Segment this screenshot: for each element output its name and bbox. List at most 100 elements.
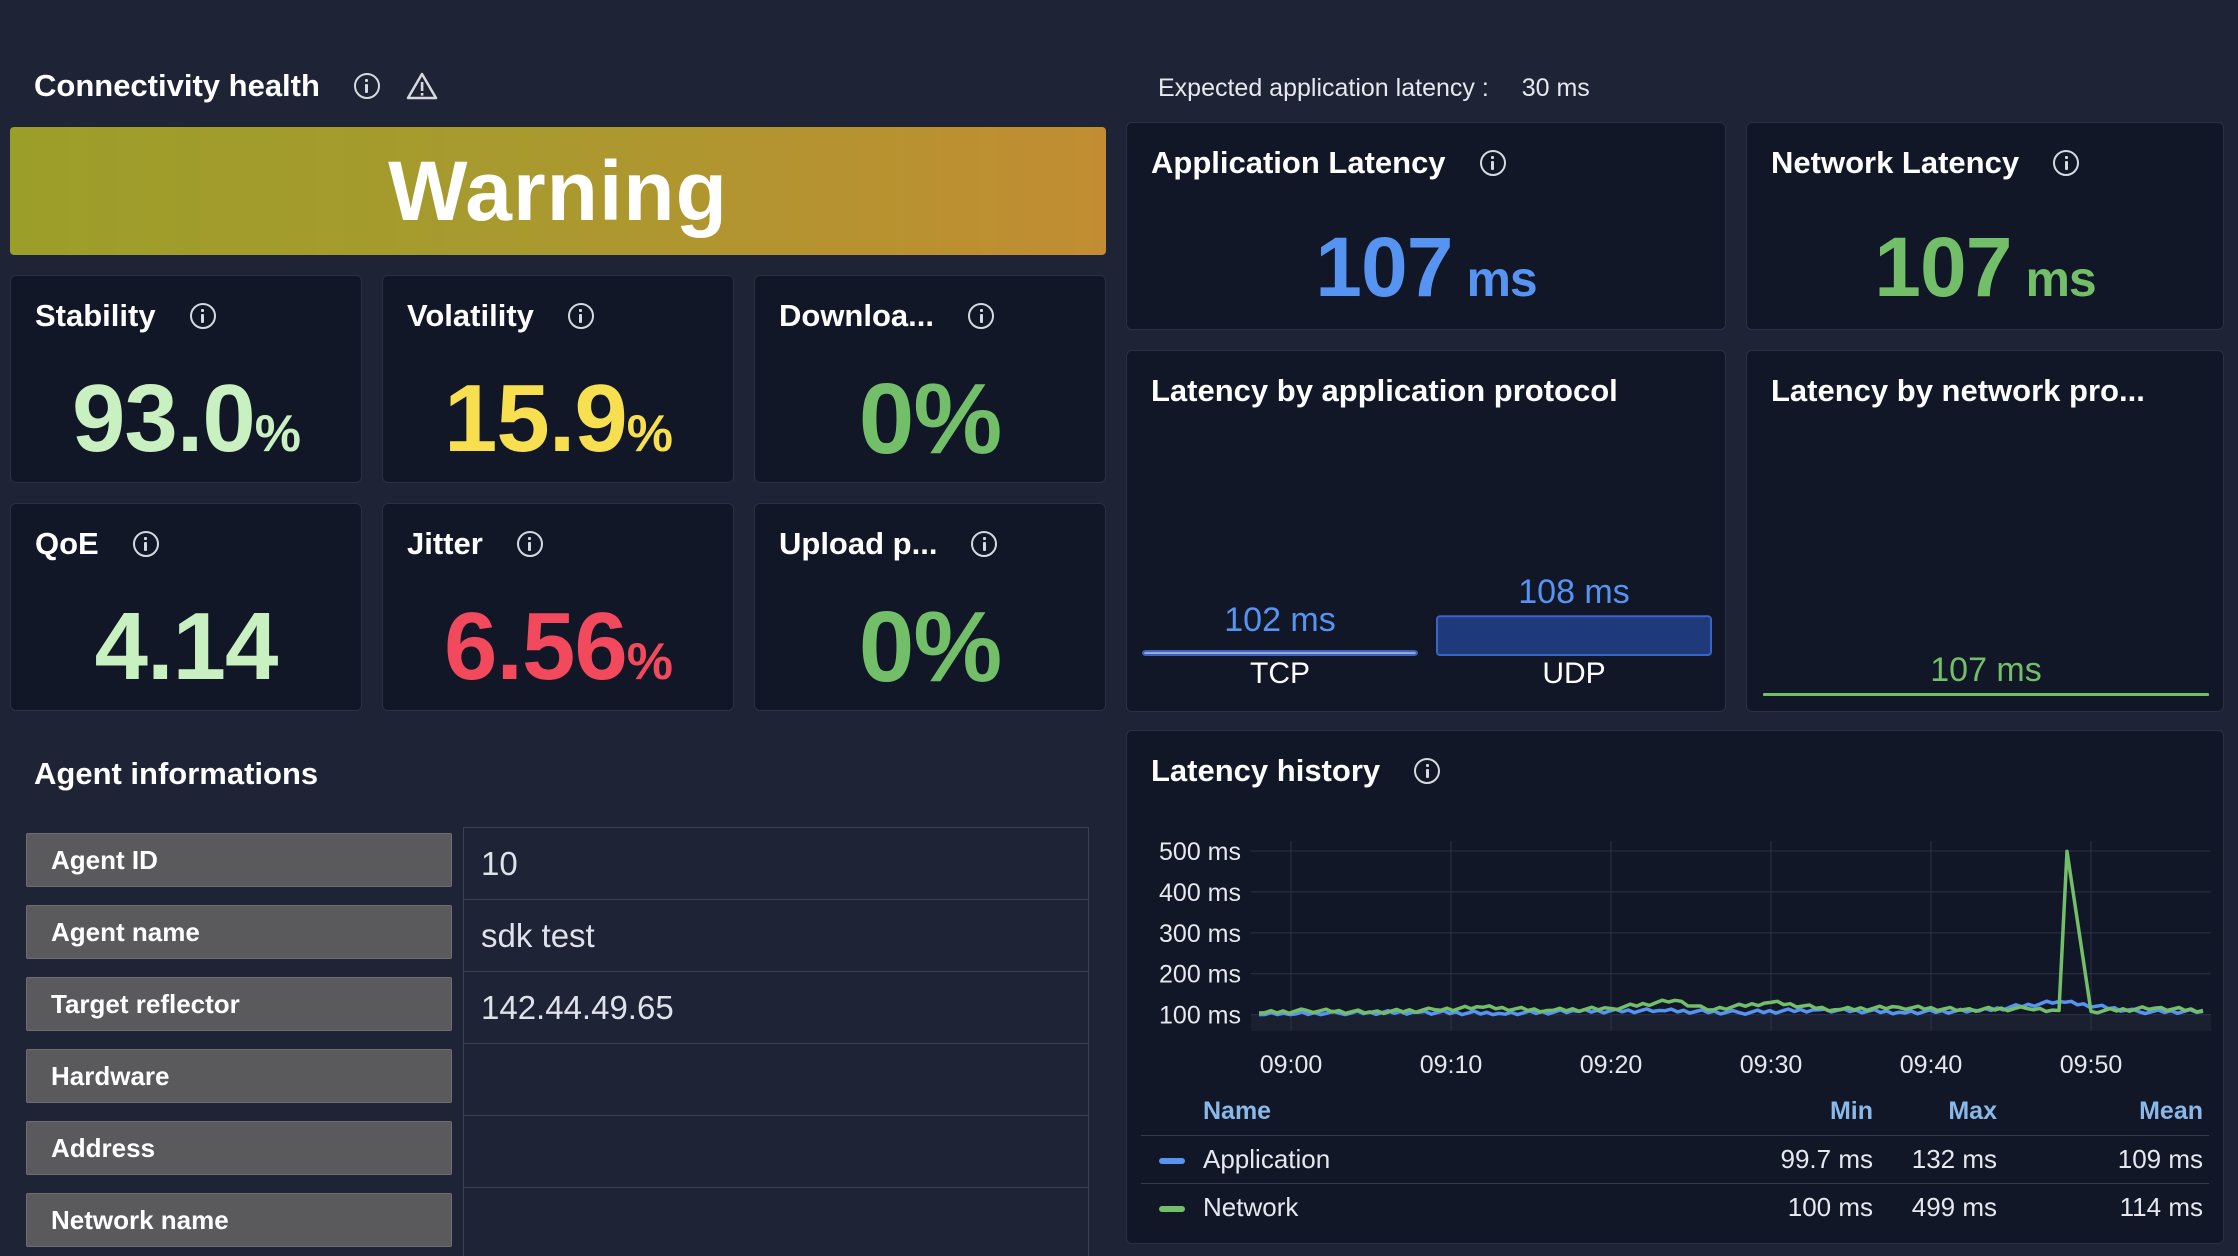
app-latency-value: 107 ms (1315, 220, 1537, 314)
net-protocol-value-label: 107 ms (1930, 651, 2042, 689)
legend-series-name: Network (1203, 1192, 1299, 1222)
legend-header-mean[interactable]: Mean (2139, 1097, 2203, 1125)
plot-baseline-band (1251, 1014, 2211, 1031)
legend-mean: 109 ms (2117, 1144, 2203, 1174)
x-tick-label: 09:30 (1740, 1051, 1803, 1079)
stat-title: Volatility (407, 298, 534, 333)
legend-row-network[interactable]: Network 100 ms 499 ms 114 ms (1141, 1185, 2209, 1231)
info-icon[interactable] (567, 303, 594, 329)
info-icon[interactable] (132, 531, 159, 557)
expected-latency-value: 30 ms (1521, 74, 1590, 102)
stat-title: Stability (35, 298, 156, 333)
protocol-bar-chart (1142, 615, 1712, 656)
legend-min: 99.7 ms (1780, 1144, 1874, 1174)
x-tick-label: 09:50 (2060, 1051, 2123, 1079)
expected-latency-label: Expected application latency : (1158, 74, 1489, 102)
agent-value-address (463, 1115, 1089, 1187)
x-tick-label: 09:40 (1900, 1051, 1963, 1079)
y-tick-label: 400 ms (1159, 879, 1241, 907)
panel-title: Latency history (1151, 753, 1381, 788)
stat-value: 0% (858, 591, 1003, 703)
stat-panel-volatility: Volatility 15.9% (382, 275, 734, 483)
status-banner: Warning (10, 127, 1106, 255)
connectivity-health-title: Connectivity health (34, 68, 438, 104)
legend-divider (1141, 1135, 2209, 1136)
stat-value: 4.14 (94, 593, 279, 700)
legend-min: 100 ms (1787, 1192, 1873, 1222)
info-icon[interactable] (2053, 150, 2080, 176)
agent-key-hardware: Hardware (26, 1049, 452, 1103)
stat-title: Upload p... (779, 526, 938, 561)
stat-value: 93.0% (71, 365, 301, 472)
legend-max: 499 ms (1911, 1192, 1997, 1222)
legend-row-application[interactable]: Application 99.7 ms 132 ms 109 ms (1141, 1137, 2209, 1183)
legend-mean: 114 ms (2119, 1192, 2203, 1222)
y-tick-label: 500 ms (1159, 838, 1241, 866)
info-icon[interactable] (516, 531, 543, 557)
x-tick-label: 09:00 (1260, 1051, 1323, 1079)
y-tick-label: 200 ms (1159, 961, 1241, 989)
agent-key-id: Agent ID (26, 833, 452, 887)
bar-category-udp: UDP (1542, 657, 1606, 690)
latency-by-app-protocol-panel: Latency by application protocol 102 ms 1… (1126, 350, 1726, 712)
legend-series-name: Application (1203, 1144, 1331, 1174)
info-icon[interactable] (1479, 150, 1506, 176)
agent-key-network-name: Network name (26, 1193, 452, 1247)
agent-value-id: 10 (463, 827, 1089, 899)
legend-divider (1141, 1183, 2209, 1184)
agent-value-network-name (463, 1187, 1089, 1256)
stat-value: 15.9% (443, 365, 673, 472)
legend-swatch-network (1159, 1206, 1185, 1212)
agent-key-reflector: Target reflector (26, 977, 452, 1031)
stat-title: Jitter (407, 526, 483, 561)
panel-title: Latency by network pro... (1771, 373, 2145, 408)
latency-history-chart: 100 ms 200 ms 300 ms 400 ms 500 ms 09:00 09:1… (1159, 838, 2211, 1079)
expected-latency: Expected application latency : 30 ms (1158, 74, 1590, 103)
info-icon[interactable] (968, 303, 994, 329)
warning-icon (406, 72, 438, 100)
stat-title: QoE (35, 526, 99, 561)
network-latency-panel: Network Latency 107 ms (1746, 122, 2224, 330)
legend-header-min[interactable]: Min (1829, 1097, 1873, 1125)
net-protocol-bar (1763, 693, 2209, 696)
series-line-network[interactable] (1258, 849, 2204, 1016)
legend-header-name[interactable]: Name (1203, 1097, 1272, 1125)
info-icon[interactable] (189, 303, 216, 329)
stat-panel-qoe: QoE 4.14 (10, 503, 362, 711)
agent-key-address: Address (26, 1121, 452, 1175)
bar-tcp[interactable] (1142, 650, 1418, 656)
info-icon[interactable] (353, 73, 380, 99)
application-latency-panel: Application Latency 107 ms (1126, 122, 1726, 330)
stat-panel-upload: Upload p... 0% (754, 503, 1106, 711)
stat-panel-jitter: Jitter 6.56% (382, 503, 734, 711)
x-tick-label: 09:10 (1420, 1051, 1483, 1079)
info-icon[interactable] (1414, 758, 1441, 784)
stat-value: 6.56% (443, 593, 673, 700)
legend-max: 132 ms (1911, 1144, 1997, 1174)
agent-info-title: Agent informations (34, 756, 319, 791)
agent-values-border (463, 827, 1089, 1256)
y-tick-label: 100 ms (1159, 1002, 1241, 1030)
legend-header-max[interactable]: Max (1948, 1097, 1997, 1125)
bar-value-label-tcp: 102 ms (1224, 601, 1336, 639)
latency-history-panel: Latency history 100 ms 200 ms 300 ms 400 ms… (1126, 730, 2224, 1244)
panel-title: Network Latency (1771, 145, 2020, 180)
agent-key-name: Agent name (26, 905, 452, 959)
agent-value-hardware (463, 1043, 1089, 1115)
info-icon[interactable] (971, 531, 998, 557)
x-tick-label: 09:20 (1580, 1051, 1643, 1079)
connectivity-health-label: Connectivity health (34, 68, 320, 103)
stat-panel-download: Downloa... 0% (754, 275, 1106, 483)
stat-value: 0% (858, 363, 1003, 475)
panel-title: Application Latency (1151, 145, 1446, 180)
y-tick-label: 300 ms (1159, 920, 1241, 948)
latency-by-net-protocol-panel: Latency by network pro... 107 ms (1746, 350, 2224, 712)
status-text: Warning (388, 143, 728, 238)
net-latency-value: 107 ms (1874, 220, 2096, 314)
bar-category-tcp: TCP (1250, 657, 1310, 690)
bar-udp[interactable] (1436, 615, 1712, 656)
agent-value-reflector: 142.44.49.65 (463, 971, 1089, 1043)
bar-value-label-udp: 108 ms (1518, 573, 1630, 611)
stat-panel-stability: Stability 93.0% (10, 275, 362, 483)
stat-title: Downloa... (779, 298, 934, 333)
